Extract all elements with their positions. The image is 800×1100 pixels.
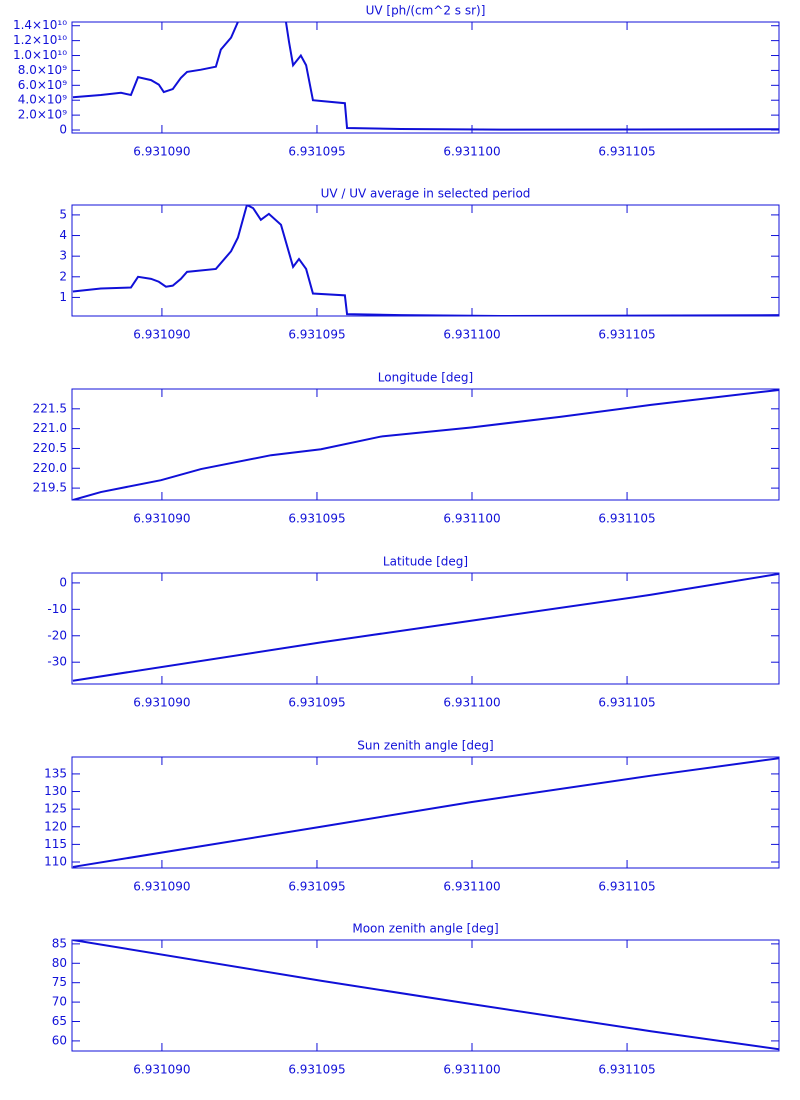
x-tick-label: 6.931095: [288, 880, 345, 894]
y-tick-label: 6.0×10⁹: [18, 78, 67, 92]
y-tick-label: 115: [44, 837, 67, 851]
y-tick-label: 70: [52, 995, 67, 1009]
panel-title: Moon zenith angle [deg]: [352, 922, 498, 936]
x-tick-label: 6.931105: [598, 1063, 655, 1077]
panel-title: Sun zenith angle [deg]: [357, 739, 493, 753]
y-tick-label: -20: [47, 628, 67, 642]
y-tick-label: 8.0×10⁹: [18, 63, 67, 77]
y-tick-label: 221.0: [33, 421, 67, 435]
y-tick-label: 219.5: [33, 481, 67, 495]
x-tick-label: 6.931090: [133, 1063, 190, 1077]
x-tick-label: 6.931105: [598, 512, 655, 526]
x-tick-label: 6.931090: [133, 145, 190, 159]
y-tick-label: 130: [44, 784, 67, 798]
panel-title: UV [ph/(cm^2 s sr)]: [366, 4, 486, 18]
x-tick-label: 6.931100: [443, 1063, 500, 1077]
y-tick-label: 85: [52, 936, 67, 950]
plot-frame: [71, 572, 780, 685]
y-tick-label: 220.0: [33, 461, 67, 475]
y-tick-label: 1.2×10¹⁰: [13, 33, 67, 47]
x-tick-label: 6.931090: [133, 512, 190, 526]
y-tick-label: -10: [47, 602, 67, 616]
x-tick-label: 6.931100: [443, 696, 500, 710]
x-tick-label: 6.931100: [443, 145, 500, 159]
y-tick-label: 4.0×10⁹: [18, 93, 67, 107]
x-tick-label: 6.931100: [443, 512, 500, 526]
data-line: [72, 22, 779, 131]
x-tick-label: 6.931100: [443, 880, 500, 894]
data-line: [72, 940, 779, 1051]
y-tick-label: 5: [59, 207, 67, 221]
x-tick-label: 6.931105: [598, 880, 655, 894]
y-tick-label: 2: [59, 269, 67, 283]
y-tick-label: 0: [59, 123, 67, 137]
x-tick-label: 6.931090: [133, 880, 190, 894]
y-tick-label: 2.0×10⁹: [18, 108, 67, 122]
panel-title: Latitude [deg]: [383, 555, 468, 569]
y-tick-label: 65: [52, 1014, 67, 1028]
y-tick-label: 1.4×10¹⁰: [13, 18, 67, 32]
data-line: [72, 573, 779, 682]
y-tick-label: 80: [52, 956, 67, 970]
y-tick-label: 75: [52, 975, 67, 989]
data-line: [72, 389, 779, 500]
x-tick-label: 6.931105: [598, 696, 655, 710]
y-tick-label: 0: [59, 575, 67, 589]
plot-frame: [71, 204, 780, 317]
x-tick-label: 6.931090: [133, 328, 190, 342]
x-tick-label: 6.931090: [133, 696, 190, 710]
x-tick-label: 6.931095: [288, 696, 345, 710]
data-line: [72, 205, 779, 316]
x-tick-label: 6.931095: [288, 328, 345, 342]
y-tick-label: 110: [44, 855, 67, 869]
y-tick-label: 60: [52, 1033, 67, 1047]
y-tick-label: 125: [44, 802, 67, 816]
plot-frame: [71, 939, 780, 1052]
x-tick-label: 6.931100: [443, 328, 500, 342]
y-tick-label: 135: [44, 766, 67, 780]
y-tick-label: 4: [59, 228, 67, 242]
y-tick-label: 1.0×10¹⁰: [13, 48, 67, 62]
x-tick-label: 6.931095: [288, 145, 345, 159]
plot-frame: [71, 756, 780, 869]
x-tick-label: 6.931095: [288, 1063, 345, 1077]
y-tick-label: 221.5: [33, 401, 67, 415]
plot-frame: [71, 388, 780, 501]
x-tick-label: 6.931105: [598, 145, 655, 159]
data-line: [72, 757, 779, 868]
y-tick-label: 220.5: [33, 441, 67, 455]
plot-frame: [71, 21, 780, 134]
y-tick-label: 120: [44, 819, 67, 833]
y-tick-label: 3: [59, 249, 67, 263]
x-tick-label: 6.931105: [598, 328, 655, 342]
panel-title: Longitude [deg]: [378, 371, 473, 385]
x-tick-label: 6.931095: [288, 512, 345, 526]
y-tick-label: 1: [59, 290, 67, 304]
y-tick-label: -30: [47, 655, 67, 669]
panel-title: UV / UV average in selected period: [321, 187, 531, 201]
